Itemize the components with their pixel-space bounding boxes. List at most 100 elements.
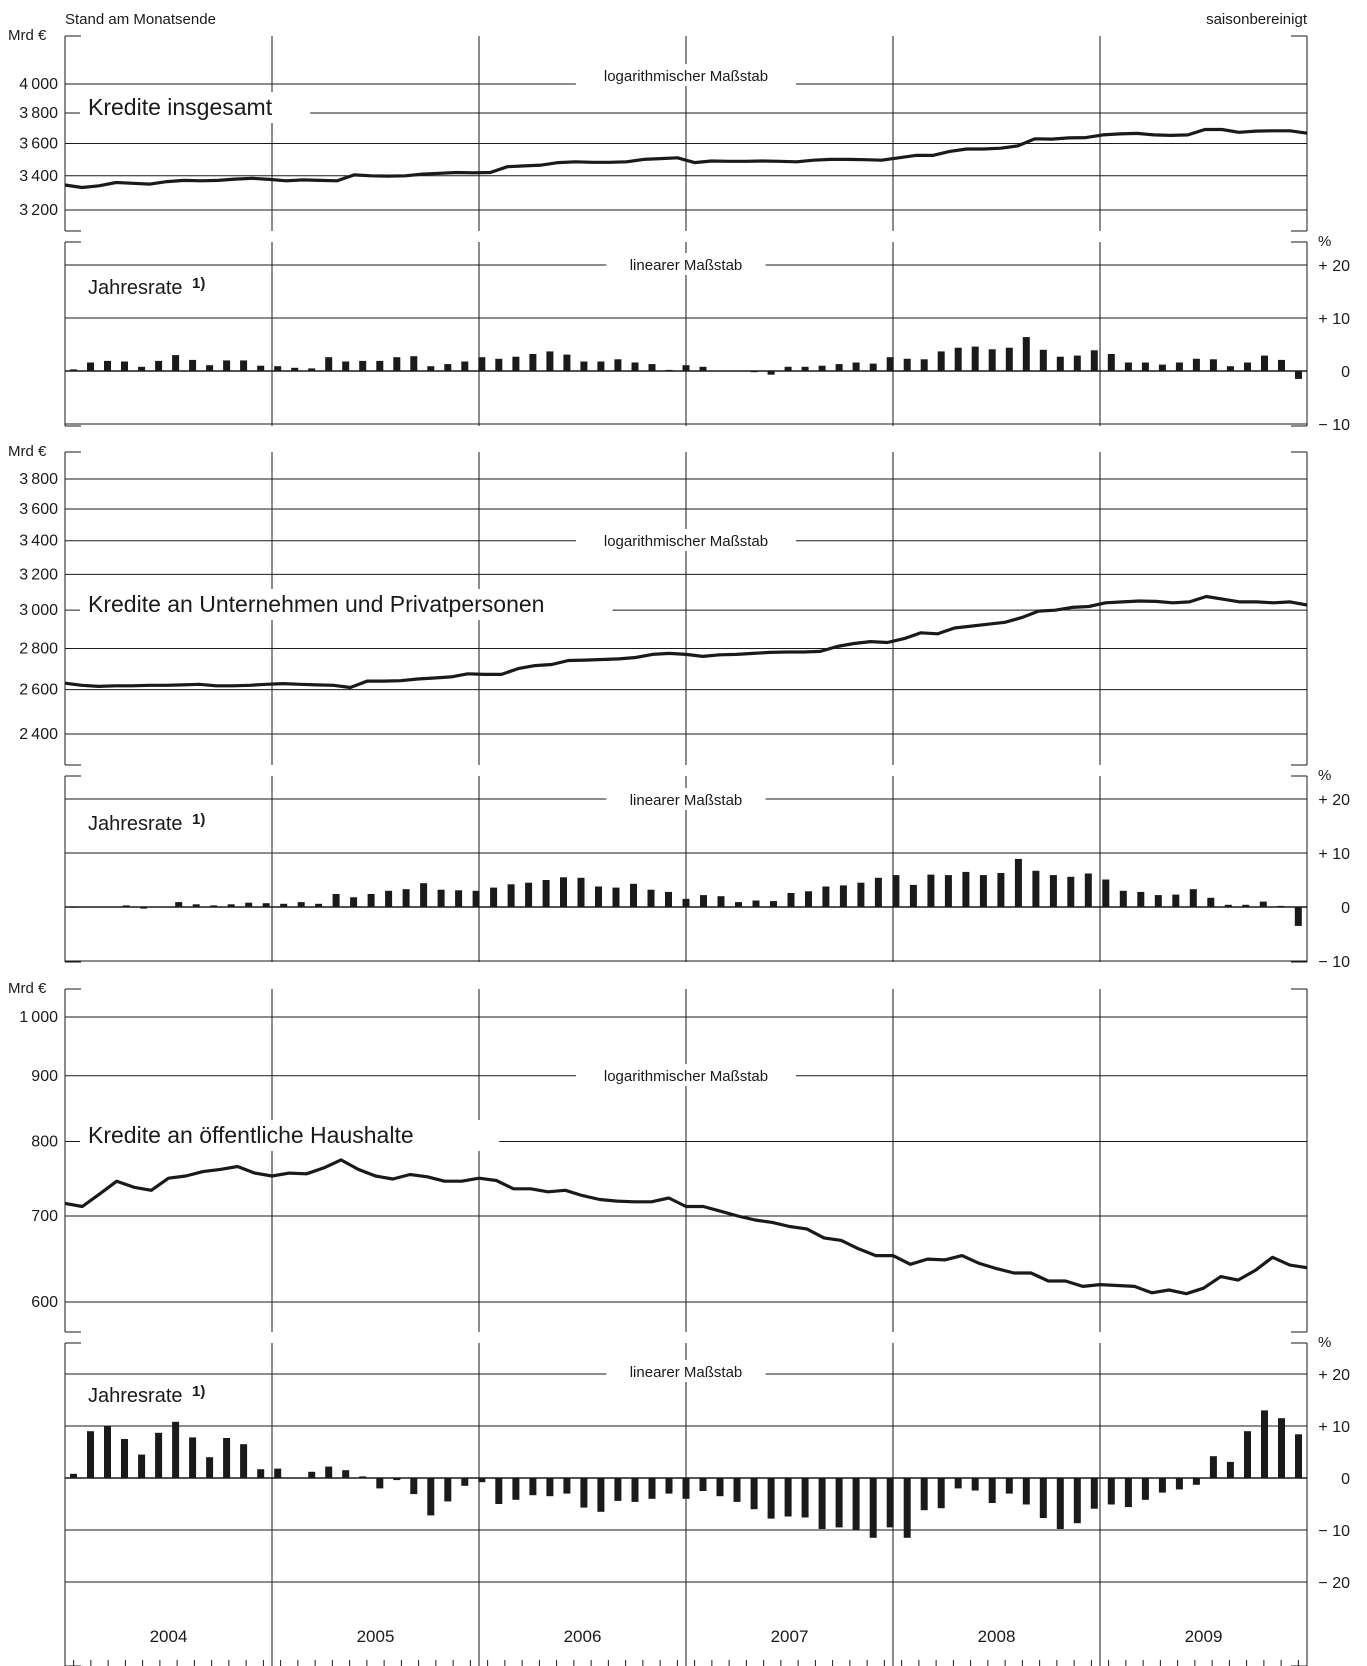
panel6-bar	[1193, 1478, 1200, 1485]
panel2-bar	[802, 367, 809, 371]
panel4-bar	[1260, 902, 1267, 907]
panel4-ytick-label: 0	[1341, 900, 1350, 917]
panel2-bar	[512, 357, 519, 371]
panel6-footnote: 1)	[192, 1383, 205, 1400]
panel1-scale-label: logarithmischer Maßstab	[604, 68, 768, 85]
panel2-unit: %	[1318, 233, 1331, 250]
panel4-bar	[298, 902, 305, 907]
panel6-bar	[700, 1478, 707, 1491]
panel2-bar	[870, 364, 877, 371]
panel2-bar	[240, 360, 247, 371]
panel4-bar	[1032, 871, 1039, 907]
panel2-title: Jahresrate	[88, 277, 183, 299]
panel4-bar	[735, 902, 742, 907]
panel4-bar	[175, 902, 182, 907]
panel2-bar	[853, 363, 860, 372]
panel6-bar	[206, 1457, 213, 1478]
panel2-bar	[444, 364, 451, 371]
panel4-bar	[193, 904, 200, 907]
panel6-bar	[325, 1467, 332, 1478]
panel2-bar	[376, 361, 383, 371]
panel2-bar	[410, 356, 417, 371]
panel4-bar	[1225, 905, 1232, 907]
panel6-bar	[938, 1478, 945, 1508]
panel4-bar	[420, 883, 427, 907]
panel6-bar	[1244, 1431, 1251, 1478]
panel4-ytick-label: + 10	[1318, 846, 1350, 863]
panel4-bar	[927, 875, 934, 907]
panel2-bar	[189, 360, 196, 371]
panel4-bar	[1155, 895, 1162, 907]
panel4-bar	[368, 894, 375, 907]
panel4-bar	[770, 901, 777, 907]
panel6-bar	[785, 1478, 792, 1517]
panel6-bar	[546, 1478, 553, 1496]
panel4-bar	[857, 883, 864, 907]
panel6-bar	[751, 1478, 758, 1509]
panel4-bar	[560, 877, 567, 907]
panel6-bar	[632, 1478, 639, 1502]
panel6-bar	[717, 1478, 724, 1496]
panel6-bar	[461, 1478, 468, 1486]
panel1-unit: Mrd €	[8, 27, 47, 44]
panel6-bar	[104, 1426, 111, 1478]
panel4-bar	[630, 884, 637, 907]
panel4-bar	[1207, 898, 1214, 907]
panel4-ytick-label: − 10	[1318, 954, 1350, 971]
panel2-bar	[1261, 356, 1268, 371]
panel2-bar	[632, 363, 639, 372]
panel2-bar	[1193, 359, 1200, 371]
panel4-bar	[455, 890, 462, 907]
panel5-ytick-label: 900	[31, 1068, 58, 1085]
panel6-bar	[1295, 1434, 1302, 1478]
panel2-bar	[155, 361, 162, 371]
panel6-bar	[155, 1433, 162, 1478]
panel6-bar	[1227, 1462, 1234, 1478]
panel6-ytick-label: − 20	[1318, 1575, 1350, 1592]
panel4-footnote: 1)	[192, 811, 205, 828]
panel4-bar	[1190, 889, 1197, 907]
panel6-bar	[666, 1478, 673, 1494]
panel5-scale-label: logarithmischer Maßstab	[604, 1068, 768, 1085]
panel2-bar	[904, 359, 911, 371]
panel2-bar	[461, 362, 468, 372]
panel4-bar	[333, 894, 340, 907]
panel2-bar	[666, 370, 673, 371]
panel2-bar	[427, 366, 434, 371]
panel6-bar	[836, 1478, 843, 1527]
panel4-bar	[245, 903, 252, 907]
panel4-bar	[438, 890, 445, 907]
panel2-bar	[1227, 366, 1234, 371]
panel6-bar	[1176, 1478, 1183, 1489]
panel2-bar	[342, 362, 349, 372]
panel4-bar	[280, 904, 287, 907]
panel5-title: Kredite an öffentliche Haushalte	[88, 1122, 414, 1148]
panel1-title: Kredite insgesamt	[88, 94, 273, 120]
panel2-footnote: 1)	[192, 275, 205, 292]
panel2-bar	[649, 364, 656, 371]
panel6-bar	[240, 1444, 247, 1478]
panel2-bar	[172, 355, 179, 371]
panel2-bar	[393, 357, 400, 371]
panel2-bar	[1125, 363, 1132, 372]
panel6-bar	[1159, 1478, 1166, 1493]
panel2-bar	[751, 371, 758, 372]
panel4-bar	[140, 907, 147, 909]
panel4-unit: %	[1318, 767, 1331, 784]
panel6-bar	[1125, 1478, 1132, 1507]
panel6-bar	[478, 1478, 485, 1482]
panel2-bar	[614, 359, 621, 371]
panel6-bar	[972, 1478, 979, 1491]
panel2-bar	[887, 357, 894, 371]
panel6-bar	[904, 1478, 911, 1538]
panel4-bar	[385, 891, 392, 907]
panel3-title: Kredite an Unternehmen und Privatpersone…	[88, 591, 544, 617]
panel2-bar	[1176, 363, 1183, 372]
panel6-bar	[1091, 1478, 1098, 1509]
panel4-bar	[123, 905, 130, 907]
panel6-bar	[921, 1478, 928, 1510]
panel6-bar	[1074, 1478, 1081, 1523]
panel6-bar	[580, 1478, 587, 1508]
panel5-ytick-label: 1 000	[19, 1009, 58, 1026]
panel4-bar	[753, 901, 760, 908]
